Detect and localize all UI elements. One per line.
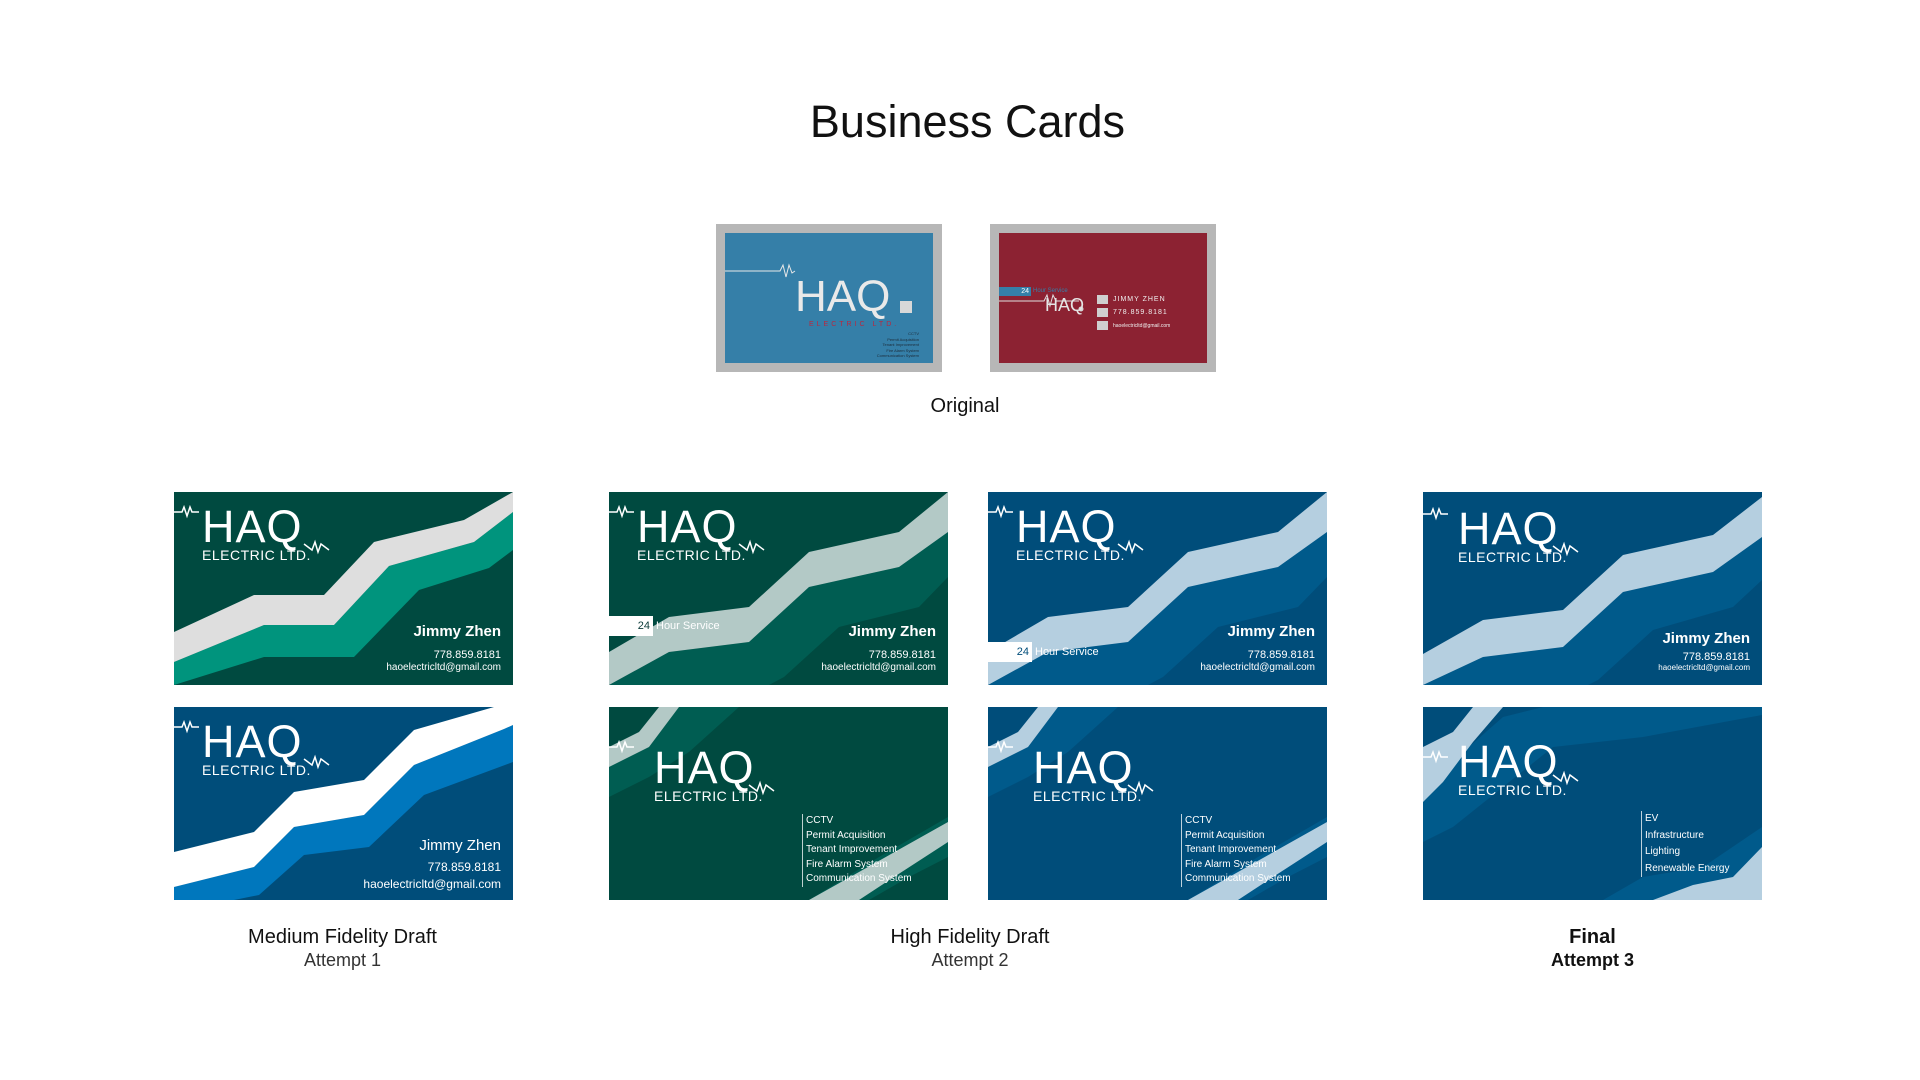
circuit-line [999,293,1084,312]
original-badge: 24 [999,287,1031,296]
original-badge-text: Hour Service [1033,288,1068,294]
contact-block: Jimmy Zhen 778.859.8181 haoelectricltd@g… [1658,630,1750,672]
contact-block: Jimmy Zhen 778.859.8181 haoelectricltd@g… [386,623,501,673]
final-title: Final [1569,926,1616,948]
attempt2-subtitle: Attempt 2 [931,950,1009,970]
haq-logo: HAQ ELECTRIC LTD. [202,501,311,563]
original-logo-sub: ELECTRIC LTD. [809,321,900,328]
haq-logo: HAQ ELECTRIC LTD. [1458,736,1567,798]
haq-logo: HAQ ELECTRIC LTD. [1033,742,1142,804]
services-list: CCTV Permit Acquisition Tenant Improveme… [1181,814,1291,887]
original-back-logo: HAQ [1045,295,1085,315]
original-services: CCTV Permit Acquisition Tenant Improveme… [876,331,919,358]
services-list: CCTV Permit Acquisition Tenant Improveme… [802,814,912,887]
haq-logo: HAQ ELECTRIC LTD. [1458,503,1567,565]
original-caption: Original [930,395,1000,417]
original-card-front: HAQ ELECTRIC LTD. CCTV Permit Acquisitio… [716,224,942,372]
final-subtitle: Attempt 3 [1550,950,1634,970]
final-card-front: HAQ ELECTRIC LTD. Jimmy Zhen 778.859.818… [1423,492,1762,685]
email-icon [1097,321,1108,330]
haq-logo: HAQ ELECTRIC LTD. [654,742,763,804]
diagonal-band [609,707,948,900]
diagonal-band [1423,497,1762,685]
services-list: EV Infrastructure Lighting Renewable Ene… [1641,811,1730,877]
service-badge: 24 Hour Service [988,642,1099,662]
original-logo: HAQ [795,272,891,321]
haq-logo: HAQ ELECTRIC LTD. [1016,501,1125,563]
original-card-back: 24 Hour Service HAQ JIMMY ZHEN 778.859.8… [990,224,1216,372]
contact-block: Jimmy Zhen 778.859.8181 haoelectricltd@g… [1200,623,1315,673]
attempt2-title: High Fidelity Draft [890,926,1050,948]
attempt2-card-front-green: HAQ ELECTRIC LTD. 24 Hour Service Jimmy Z… [609,492,948,685]
circuit-line [725,263,912,313]
attempt1-card-front: HAQ ELECTRIC LTD. Jimmy Zhen 778.859.818… [174,492,513,685]
phone-icon [1097,308,1108,317]
diagonal-band [988,707,1327,900]
diagonal-band [609,492,948,685]
original-email: haoelectricltd@gmail.com [1113,323,1171,329]
diagonal-band [988,492,1327,685]
person-icon [1097,295,1108,304]
service-badge: 24 Hour Service [609,616,720,636]
diagonal-band [174,707,513,900]
contact-block: Jimmy Zhen 778.859.8181 haoelectricltd@g… [363,837,501,891]
haq-logo: HAQ ELECTRIC LTD. [202,716,311,778]
diagonal-band [174,492,513,685]
attempt2-card-front-blue: HAQ ELECTRIC LTD. 24 Hour Service Jimmy Z… [988,492,1327,685]
final-card-back: HAQ ELECTRIC LTD. EV Infrastructure Ligh… [1423,707,1762,900]
attempt1-title: Medium Fidelity Draft [248,926,437,948]
attempt2-card-back-green: HAQ ELECTRIC LTD. CCTV Permit Acquisitio… [609,707,948,900]
original-name: JIMMY ZHEN [1113,296,1166,303]
attempt1-subtitle: Attempt 1 [303,950,382,970]
contact-block: Jimmy Zhen 778.859.8181 haoelectricltd@g… [821,623,936,673]
attempt1-card-back: HAQ ELECTRIC LTD. Jimmy Zhen 778.859.818… [174,707,513,900]
page-title: Business Cards [809,96,1126,147]
diagonal-band [1423,707,1762,900]
original-phone: 778.859.8181 [1113,309,1168,316]
attempt2-card-back-blue: HAQ ELECTRIC LTD. CCTV Permit Acquisitio… [988,707,1327,900]
haq-logo: HAQ ELECTRIC LTD. [637,501,746,563]
